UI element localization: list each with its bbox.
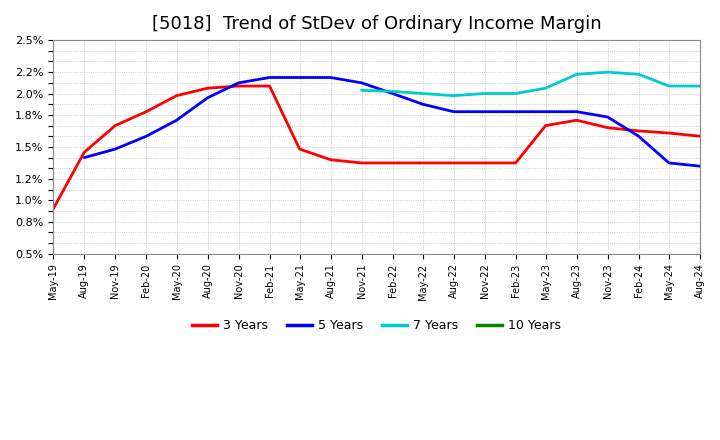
Line: 7 Years: 7 Years bbox=[361, 72, 700, 95]
Line: 5 Years: 5 Years bbox=[84, 77, 700, 166]
Title: [5018]  Trend of StDev of Ordinary Income Margin: [5018] Trend of StDev of Ordinary Income… bbox=[152, 15, 601, 33]
Line: 3 Years: 3 Years bbox=[53, 86, 700, 209]
Legend: 3 Years, 5 Years, 7 Years, 10 Years: 3 Years, 5 Years, 7 Years, 10 Years bbox=[187, 314, 567, 337]
